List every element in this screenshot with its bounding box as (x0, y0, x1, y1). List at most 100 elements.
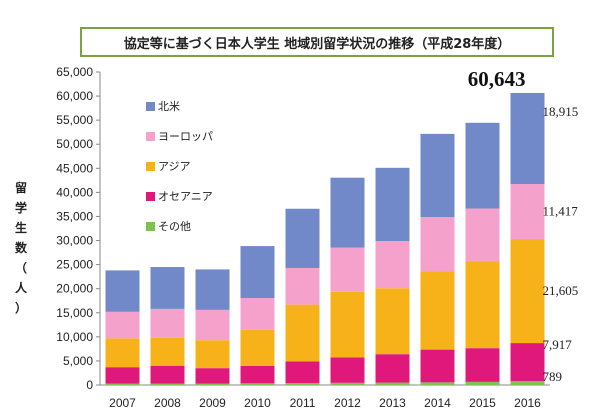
bar-segment-2007-3 (105, 311, 140, 339)
bar-segment-2010-2 (240, 329, 275, 366)
bar-segment-2009-0 (195, 383, 230, 385)
bar-segment-2008-3 (150, 308, 185, 338)
bar-segment-2011-2 (285, 304, 320, 362)
x-tick-label: 2014 (424, 396, 451, 410)
bar-segment-2013-0 (375, 382, 410, 385)
bar-segment-2008-0 (150, 383, 185, 385)
bar-segment-2012-0 (330, 382, 365, 385)
bar-segment-2009-4 (195, 269, 230, 310)
y-tick-label: 25,000 (56, 258, 93, 272)
legend-label: その他 (158, 220, 191, 233)
bar-segment-2016-0 (510, 381, 545, 385)
bar-segment-2013-1 (375, 354, 410, 383)
x-tick-label: 2012 (334, 396, 361, 410)
bar-segment-2012-1 (330, 357, 365, 383)
x-tick-label: 2013 (379, 396, 406, 410)
bar-segment-2007-1 (105, 367, 140, 384)
bar-segment-2016-1 (510, 343, 545, 382)
legend-label: アジア (158, 160, 191, 173)
bar-segment-2007-2 (105, 338, 140, 368)
bar-segment-2015-1 (465, 348, 500, 382)
data-label-other-2016: 789 (543, 369, 563, 384)
bar-segment-2008-4 (150, 267, 185, 309)
y-tick-label: 35,000 (56, 209, 93, 223)
y-axis-label-char: 生 (14, 221, 27, 235)
x-tick-label: 2011 (290, 396, 316, 410)
bar-segment-2008-2 (150, 337, 185, 366)
legend-item: その他 (146, 211, 213, 241)
total-2016-label: 60,643 (468, 67, 526, 91)
legend-swatch (146, 191, 155, 201)
y-tick-label: 60,000 (56, 89, 93, 103)
bar-segment-2014-0 (420, 382, 455, 385)
bar-segment-2011-1 (285, 361, 320, 384)
bar-segment-2010-3 (240, 298, 275, 330)
y-tick-label: 40,000 (56, 185, 93, 199)
x-tick-label: 2009 (199, 396, 226, 410)
bar-segment-2009-2 (195, 340, 230, 369)
legend-item: オセアニア (146, 181, 213, 211)
bar-segment-2011-4 (285, 208, 320, 268)
legend-label: ヨーロッパ (158, 130, 213, 143)
x-tick-label: 2015 (469, 396, 496, 410)
legend-swatch (146, 161, 155, 171)
bar-segment-2011-0 (285, 383, 320, 385)
y-axis-label-char: 人 (14, 281, 27, 295)
legend-item: 北米 (146, 91, 213, 121)
y-tick-label: 20,000 (56, 282, 93, 296)
y-tick-label: 50,000 (56, 137, 93, 151)
bar-segment-2010-1 (240, 365, 275, 384)
legend-swatch (146, 101, 155, 111)
legend-label: 北米 (158, 100, 180, 113)
y-tick-label: 5,000 (63, 354, 93, 368)
bar-segment-2015-3 (465, 208, 500, 262)
data-label-europe-2016: 11,417 (543, 204, 579, 219)
y-tick-label: 15,000 (56, 306, 93, 320)
legend-item: ヨーロッパ (146, 121, 213, 151)
bar-segment-2010-0 (240, 383, 275, 385)
legend-item: アジア (146, 151, 213, 181)
bar-segment-2009-3 (195, 309, 230, 341)
bar-segment-2009-1 (195, 368, 230, 384)
bar-segment-2013-4 (375, 167, 410, 242)
bar-segment-2014-3 (420, 217, 455, 272)
bar-segment-2015-0 (465, 381, 500, 385)
y-axis-label-char: ） (14, 301, 27, 315)
x-tick-label: 2008 (154, 396, 181, 410)
bar-segment-2012-2 (330, 291, 365, 358)
y-tick-label: 30,000 (56, 234, 93, 248)
x-tick-label: 2016 (514, 396, 541, 410)
y-tick-label: 0 (86, 378, 93, 392)
y-axis-label-char: 学 (14, 201, 27, 215)
legend: 北米ヨーロッパアジアオセアニアその他 (146, 91, 213, 241)
y-axis-label-char: 留 (14, 181, 27, 195)
bar-segment-2008-1 (150, 365, 185, 384)
x-tick-label: 2007 (109, 396, 136, 410)
y-axis-label-char: 数 (14, 241, 27, 255)
bar-segment-2007-4 (105, 270, 140, 312)
y-tick-label: 55,000 (56, 113, 93, 127)
bar-segment-2012-4 (330, 177, 365, 248)
bar-segment-2014-4 (420, 133, 455, 218)
bar-segment-2013-2 (375, 288, 410, 355)
bar-segment-2014-2 (420, 271, 455, 350)
y-axis-label-char: （ (14, 261, 27, 275)
bar-segment-2010-4 (240, 246, 275, 299)
legend-swatch (146, 221, 155, 231)
legend-swatch (146, 131, 155, 141)
bar-segment-2012-3 (330, 247, 365, 292)
bar-segment-2011-3 (285, 267, 320, 305)
legend-label: オセアニア (158, 190, 213, 203)
y-axis-label: 留学生数 （ 人 ） (12, 178, 30, 318)
chart-title: 協定等に基づく日本人学生 地域別留学状況の推移（平成28年度） (80, 27, 554, 57)
data-label-north-america-2016: 18,915 (543, 104, 579, 119)
bar-segment-2016-4 (510, 92, 545, 185)
bar-segment-2015-2 (465, 261, 500, 349)
x-tick-label: 2010 (244, 396, 271, 410)
bar-segment-2016-2 (510, 239, 545, 344)
bar-segment-2013-3 (375, 241, 410, 289)
bar-segment-2007-0 (105, 383, 140, 385)
y-tick-label: 45,000 (56, 161, 93, 175)
bar-segment-2016-3 (510, 184, 545, 240)
